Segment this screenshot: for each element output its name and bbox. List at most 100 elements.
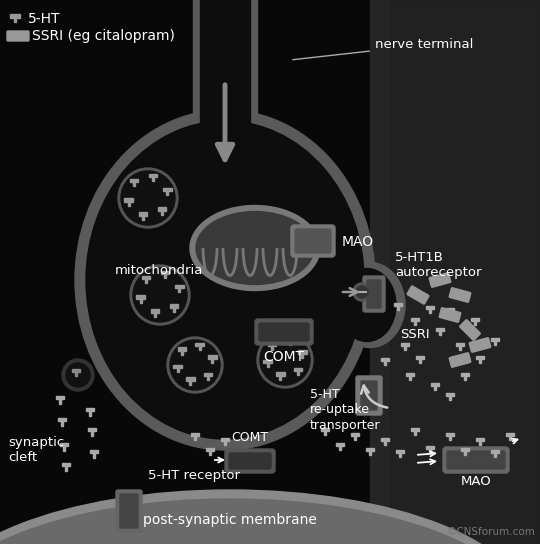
Bar bbox=[207, 375, 209, 380]
Ellipse shape bbox=[190, 206, 320, 290]
Bar bbox=[476, 356, 484, 359]
Bar bbox=[170, 304, 178, 307]
Bar bbox=[509, 435, 511, 440]
Bar bbox=[173, 364, 182, 368]
FancyBboxPatch shape bbox=[229, 453, 271, 469]
Bar bbox=[427, 446, 434, 449]
Bar bbox=[125, 198, 133, 202]
Bar bbox=[464, 450, 466, 455]
Bar bbox=[173, 306, 175, 312]
Bar bbox=[139, 212, 147, 216]
Bar bbox=[416, 356, 423, 359]
Bar bbox=[130, 179, 138, 182]
Bar bbox=[449, 310, 451, 315]
Circle shape bbox=[257, 332, 313, 388]
Circle shape bbox=[121, 171, 175, 225]
Bar bbox=[264, 360, 272, 363]
Bar bbox=[267, 362, 268, 367]
Bar bbox=[178, 347, 186, 351]
Bar bbox=[221, 438, 228, 441]
Bar bbox=[431, 383, 438, 386]
Bar bbox=[268, 342, 276, 345]
Text: 5-HT
re-uptake
transporter: 5-HT re-uptake transporter bbox=[310, 388, 381, 431]
Ellipse shape bbox=[200, 125, 250, 155]
Ellipse shape bbox=[193, 120, 257, 160]
Bar bbox=[178, 287, 180, 293]
Bar bbox=[367, 448, 374, 451]
FancyBboxPatch shape bbox=[459, 323, 481, 337]
Bar bbox=[166, 190, 168, 195]
Bar bbox=[149, 174, 157, 177]
Bar bbox=[175, 285, 184, 288]
Bar bbox=[61, 420, 63, 425]
Bar bbox=[381, 438, 389, 441]
Bar bbox=[62, 463, 70, 466]
Bar bbox=[206, 448, 214, 451]
Bar bbox=[154, 311, 156, 317]
Bar bbox=[90, 450, 98, 453]
Text: SSRI (eg citalopram): SSRI (eg citalopram) bbox=[32, 29, 175, 43]
Bar bbox=[399, 452, 401, 457]
Bar bbox=[239, 455, 241, 460]
Bar bbox=[414, 430, 416, 435]
FancyBboxPatch shape bbox=[356, 376, 382, 415]
Bar bbox=[137, 295, 145, 299]
Bar bbox=[474, 320, 476, 325]
Bar bbox=[409, 375, 411, 380]
Circle shape bbox=[170, 340, 220, 390]
FancyBboxPatch shape bbox=[116, 490, 142, 532]
FancyBboxPatch shape bbox=[440, 305, 460, 325]
Polygon shape bbox=[370, 0, 540, 544]
FancyBboxPatch shape bbox=[450, 290, 470, 300]
FancyBboxPatch shape bbox=[367, 280, 381, 308]
Bar bbox=[298, 350, 307, 354]
Bar bbox=[279, 374, 281, 380]
Circle shape bbox=[130, 265, 190, 325]
Bar bbox=[447, 433, 454, 436]
Bar bbox=[491, 338, 498, 341]
Bar bbox=[86, 408, 94, 411]
Bar bbox=[491, 450, 498, 453]
Circle shape bbox=[167, 337, 223, 393]
Text: SSRI: SSRI bbox=[400, 329, 430, 342]
Bar bbox=[14, 16, 16, 22]
Bar bbox=[151, 309, 159, 313]
Bar bbox=[459, 345, 461, 350]
Ellipse shape bbox=[75, 110, 375, 450]
FancyBboxPatch shape bbox=[470, 335, 490, 355]
Bar bbox=[75, 371, 77, 376]
Bar bbox=[449, 435, 451, 440]
FancyBboxPatch shape bbox=[443, 447, 509, 473]
Bar bbox=[436, 328, 443, 331]
Circle shape bbox=[356, 286, 368, 298]
Bar bbox=[449, 395, 451, 400]
Bar bbox=[211, 357, 213, 363]
Bar bbox=[88, 428, 96, 431]
Bar bbox=[65, 465, 67, 471]
Text: nerve terminal: nerve terminal bbox=[293, 39, 474, 60]
FancyBboxPatch shape bbox=[449, 353, 471, 367]
Bar bbox=[404, 345, 406, 350]
FancyBboxPatch shape bbox=[447, 451, 505, 469]
Bar bbox=[158, 207, 166, 211]
Bar bbox=[181, 349, 183, 355]
FancyBboxPatch shape bbox=[259, 323, 309, 341]
Text: post-synaptic membrane: post-synaptic membrane bbox=[143, 513, 317, 527]
Text: COMT: COMT bbox=[264, 350, 305, 364]
Ellipse shape bbox=[335, 263, 405, 348]
Bar bbox=[199, 344, 201, 350]
Bar bbox=[195, 343, 204, 346]
Circle shape bbox=[353, 283, 371, 301]
Bar bbox=[152, 176, 154, 181]
Bar bbox=[193, 0, 257, 140]
Bar bbox=[461, 448, 469, 451]
FancyBboxPatch shape bbox=[291, 225, 335, 257]
Bar bbox=[59, 398, 61, 404]
Bar bbox=[427, 306, 434, 309]
Bar bbox=[429, 308, 431, 313]
Bar bbox=[145, 278, 147, 283]
Bar bbox=[286, 337, 294, 341]
Ellipse shape bbox=[0, 499, 525, 544]
Bar bbox=[419, 358, 421, 363]
Bar bbox=[56, 396, 64, 399]
